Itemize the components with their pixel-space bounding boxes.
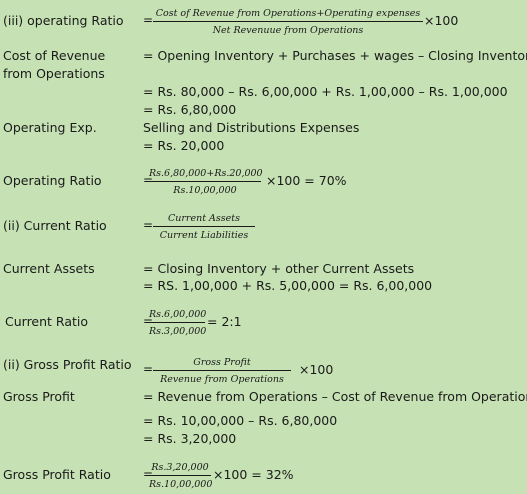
fraction-bar	[149, 181, 261, 182]
fraction-numerator: Cost of Revenue from Operations+Operatin…	[155, 8, 421, 19]
fraction-denominator: Rs.10,00,000	[173, 185, 237, 196]
operating-ratio-formula: = Cost of Revenue from Operations+Operat…	[143, 4, 483, 38]
fraction-denominator: Rs.10,00,000	[149, 479, 213, 490]
current-ratio-formula: = Current Assets Current Liabilities	[143, 209, 273, 243]
cost-of-revenue-label-line1: Cost of Revenue	[3, 48, 106, 63]
operating-exp-description: Selling and Distributions Expenses	[143, 120, 360, 135]
fraction-numerator: Rs.6,80,000+Rs.20,000	[149, 168, 263, 179]
cost-of-revenue-result: = Rs. 6,80,000	[143, 102, 237, 117]
current-ratio-result: = 2:1	[207, 314, 242, 329]
gross-profit-ratio-calculation: = Rs.3,20,000 Rs.10,00,000 ×100 = 32%	[143, 458, 323, 492]
gross-profit-formula: = Revenue from Operations – Cost of Reve…	[143, 389, 527, 404]
operating-ratio-calculation: = Rs.6,80,000+Rs.20,000 Rs.10,00,000 ×10…	[143, 164, 363, 198]
cost-of-revenue-values: = Rs. 80,000 – Rs. 6,00,000 + Rs. 1,00,0…	[143, 84, 508, 99]
fraction-denominator: Revenue from Operations	[160, 374, 284, 385]
fraction-bar	[153, 21, 423, 22]
gross-profit-ratio-heading: (ii) Gross Profit Ratio	[3, 357, 132, 372]
operating-ratio-result: ×100 = 70%	[266, 173, 347, 188]
multiply-hundred: ×100	[424, 13, 459, 28]
gross-profit-ratio-result: ×100 = 32%	[213, 467, 294, 482]
current-ratio-heading: (ii) Current Ratio	[3, 218, 107, 233]
cost-of-revenue-label-line2: from Operations	[3, 66, 105, 81]
fraction-denominator: Current Liabilities	[159, 230, 249, 241]
multiply-hundred: ×100	[299, 362, 334, 377]
fraction-numerator: Current Assets	[168, 213, 240, 224]
current-assets-formula: = Closing Inventory + other Current Asse…	[143, 261, 415, 276]
fraction-denominator: Net Revenuue from Operations	[212, 25, 364, 36]
fraction-numerator: Gross Profit	[193, 357, 251, 368]
fraction-denominator: Rs.3,00,000	[149, 326, 207, 337]
gross-profit-ratio-formula: = Gross Profit Revenue from Operations ×…	[143, 353, 363, 387]
operating-exp-label: Operating Exp.	[3, 120, 97, 135]
cost-of-revenue-formula: = Opening Inventory + Purchases + wages …	[143, 48, 527, 63]
fraction-bar	[153, 226, 255, 227]
equals-sign: =	[143, 314, 154, 328]
equals-sign: =	[143, 467, 154, 481]
fraction-numerator: Rs.3,20,000	[151, 462, 209, 473]
current-ratio-calculation: = Rs.6,00,000 Rs.3,00,000 = 2:1	[143, 305, 253, 339]
operating-exp-value: = Rs. 20,000	[143, 138, 225, 153]
gross-profit-values: = Rs. 10,00,000 – Rs. 6,80,000	[143, 413, 338, 428]
gross-profit-ratio-label: Gross Profit Ratio	[3, 467, 111, 482]
gross-profit-label: Gross Profit	[3, 389, 75, 404]
fraction-bar	[149, 322, 205, 323]
operating-ratio-heading: (iii) operating Ratio	[3, 13, 124, 28]
fraction-bar	[149, 475, 211, 476]
equals-sign: =	[143, 218, 154, 232]
fraction-bar	[153, 370, 291, 371]
equals-sign: =	[143, 13, 154, 27]
current-assets-values: = RS. 1,00,000 + Rs. 5,00,000 = Rs. 6,00…	[143, 278, 433, 293]
gross-profit-result: = Rs. 3,20,000	[143, 431, 237, 446]
equals-sign: =	[143, 173, 154, 187]
operating-ratio-label: Operating Ratio	[3, 173, 102, 188]
current-ratio-label: Current Ratio	[5, 314, 89, 329]
fraction-numerator: Rs.6,00,000	[149, 309, 207, 320]
current-assets-label: Current Assets	[3, 261, 95, 276]
equals-sign: =	[143, 362, 154, 376]
